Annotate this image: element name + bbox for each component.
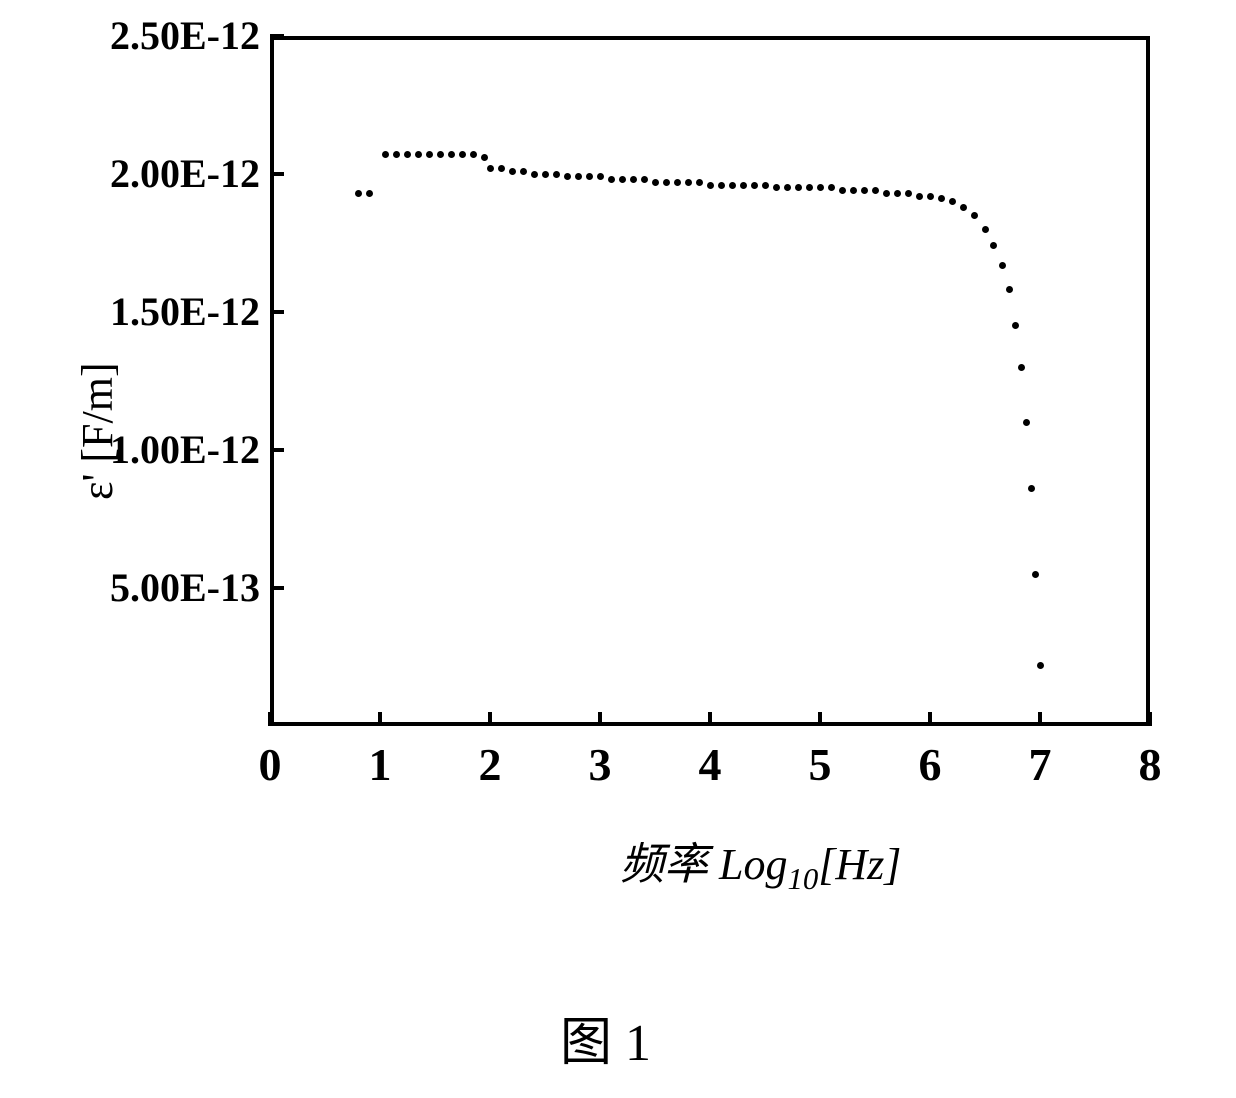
data-point <box>883 190 890 197</box>
x-tick-label: 2 <box>470 738 510 791</box>
y-tick <box>270 172 284 176</box>
data-point <box>498 165 505 172</box>
y-tick <box>270 34 284 38</box>
data-point <box>938 195 945 202</box>
data-point <box>916 193 923 200</box>
y-tick <box>270 586 284 590</box>
data-point <box>366 190 373 197</box>
data-point <box>685 179 692 186</box>
data-point <box>630 176 637 183</box>
data-point <box>927 193 934 200</box>
data-point <box>696 179 703 186</box>
data-point <box>751 182 758 189</box>
y-tick-label: 1.50E-12 <box>38 288 260 335</box>
data-point <box>597 173 604 180</box>
data-point <box>542 171 549 178</box>
data-point <box>762 182 769 189</box>
data-point <box>531 171 538 178</box>
x-tick <box>1038 712 1042 726</box>
x-tick-label: 4 <box>690 738 730 791</box>
data-point <box>795 184 802 191</box>
x-tick-label: 5 <box>800 738 840 791</box>
data-point <box>641 176 648 183</box>
data-point <box>481 154 488 161</box>
data-point <box>828 184 835 191</box>
data-point <box>817 184 824 191</box>
data-point <box>971 212 978 219</box>
data-point <box>564 173 571 180</box>
x-tick <box>928 712 932 726</box>
data-point <box>839 187 846 194</box>
data-point <box>872 187 879 194</box>
x-tick <box>268 712 272 726</box>
data-point <box>586 173 593 180</box>
figure-container: ε' [F/m] 频率 Log10[Hz] 图 1 5.00E-131.00E-… <box>0 0 1236 1098</box>
data-point <box>999 262 1006 269</box>
data-point <box>509 168 516 175</box>
data-point <box>674 179 681 186</box>
data-point <box>894 190 901 197</box>
data-point <box>663 179 670 186</box>
data-point <box>652 179 659 186</box>
x-tick <box>818 712 822 726</box>
data-point <box>949 198 956 205</box>
data-point <box>1018 364 1025 371</box>
data-point <box>773 184 780 191</box>
x-tick <box>598 712 602 726</box>
data-point <box>960 204 967 211</box>
y-tick <box>270 448 284 452</box>
x-tick <box>378 712 382 726</box>
plot-area <box>270 36 1150 726</box>
x-tick <box>1148 712 1152 726</box>
y-tick-label: 1.00E-12 <box>38 426 260 473</box>
x-tick-label: 7 <box>1020 738 1060 791</box>
figure-caption: 图 1 <box>560 1000 651 1075</box>
x-tick-label: 3 <box>580 738 620 791</box>
data-point <box>1028 485 1035 492</box>
data-point <box>740 182 747 189</box>
x-axis-label: 频率 Log10[Hz] <box>620 828 901 897</box>
x-tick-label: 8 <box>1130 738 1170 791</box>
data-point <box>850 187 857 194</box>
data-point <box>619 176 626 183</box>
data-point <box>608 176 615 183</box>
x-tick-label: 0 <box>250 738 290 791</box>
data-point <box>718 182 725 189</box>
data-point <box>1032 571 1039 578</box>
data-point <box>729 182 736 189</box>
data-point <box>905 190 912 197</box>
y-tick <box>270 310 284 314</box>
x-tick-label: 1 <box>360 738 400 791</box>
data-point <box>861 187 868 194</box>
x-tick-label: 6 <box>910 738 950 791</box>
y-tick-label: 2.50E-12 <box>38 12 260 59</box>
data-point <box>707 182 714 189</box>
data-point <box>982 226 989 233</box>
data-point <box>487 165 494 172</box>
data-point <box>1037 662 1044 669</box>
data-point <box>520 168 527 175</box>
data-point <box>553 171 560 178</box>
y-tick-label: 5.00E-13 <box>38 564 260 611</box>
y-tick-label: 2.00E-12 <box>38 150 260 197</box>
data-point <box>784 184 791 191</box>
data-point <box>575 173 582 180</box>
x-tick <box>488 712 492 726</box>
data-point <box>806 184 813 191</box>
x-tick <box>708 712 712 726</box>
data-point <box>355 190 362 197</box>
